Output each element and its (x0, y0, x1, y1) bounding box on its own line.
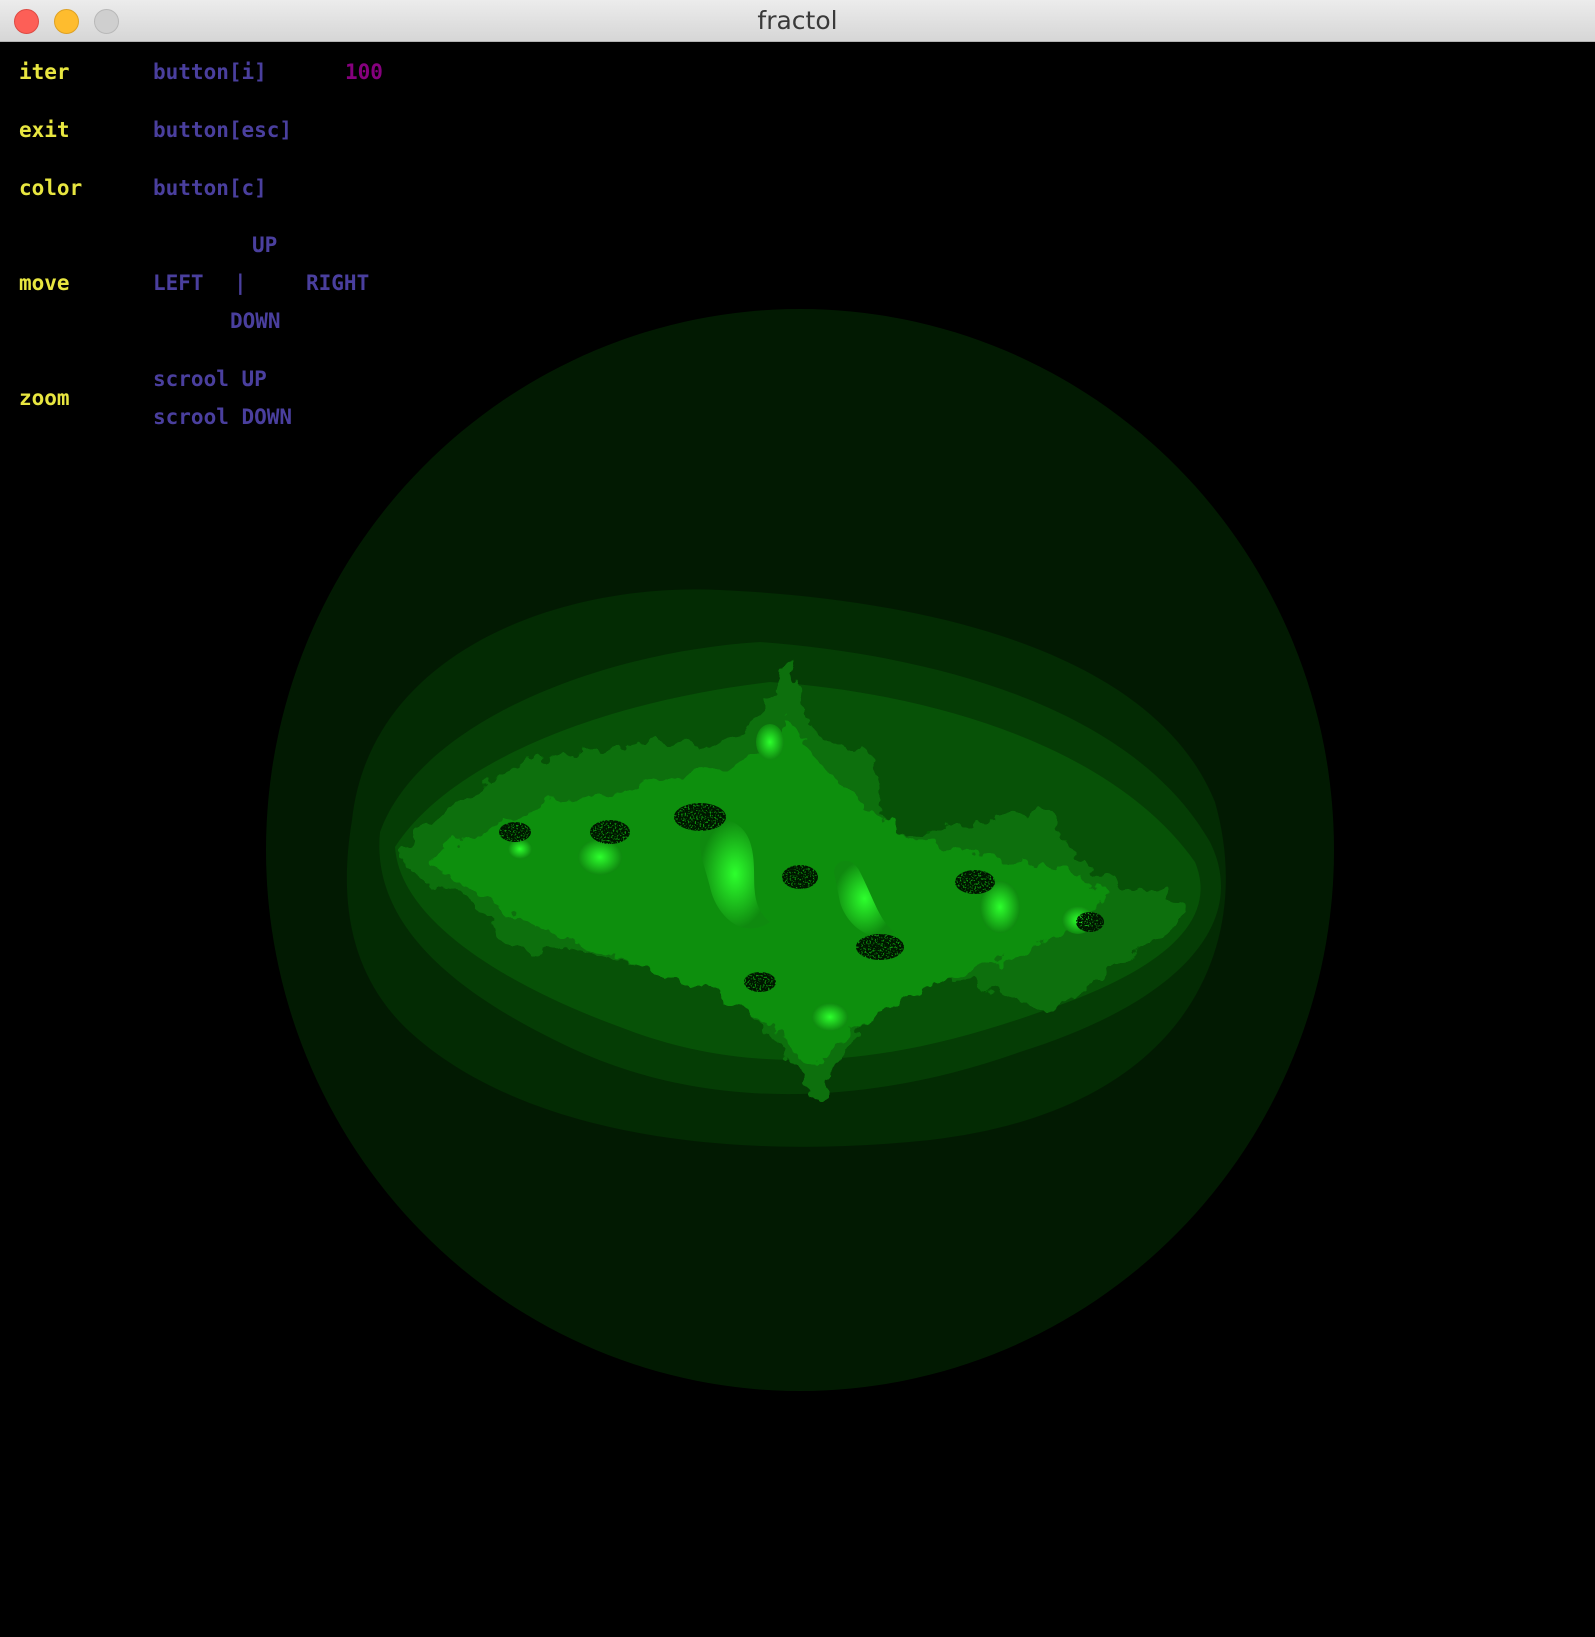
controls-overlay: iter button[i] 100 exit button[esc] colo… (0, 42, 600, 522)
window-title: fractol (757, 6, 838, 35)
zoom-window-button[interactable] (94, 9, 119, 34)
exit-button-hint: button[esc] (153, 118, 293, 142)
iter-value: 100 (345, 60, 383, 84)
exit-label: exit (19, 118, 70, 142)
move-down-hint: DOWN (230, 309, 281, 333)
zoom-out-hint: scrool DOWN (153, 405, 293, 429)
fractal-pockets (499, 803, 1104, 992)
zoom-label: zoom (19, 386, 70, 410)
title-bar[interactable]: fractol (0, 0, 1595, 42)
move-left-hint: LEFT (153, 271, 204, 295)
zoom-in-hint: scrool UP (153, 367, 267, 391)
move-up-hint: UP (252, 233, 278, 257)
julia-fractal-render (266, 309, 1334, 1391)
move-separator: | (234, 271, 247, 295)
interior-lobes (508, 724, 1094, 1031)
color-button-hint: button[c] (153, 176, 267, 200)
fractal-canvas-area[interactable]: iter button[i] 100 exit button[esc] colo… (0, 42, 1595, 1637)
iter-button-hint: button[i] (153, 60, 267, 84)
move-label: move (19, 271, 70, 295)
color-label: color (19, 176, 83, 200)
move-right-hint: RIGHT (306, 271, 370, 295)
minimize-window-button[interactable] (54, 9, 79, 34)
close-window-button[interactable] (14, 9, 39, 34)
iter-label: iter (19, 60, 70, 84)
